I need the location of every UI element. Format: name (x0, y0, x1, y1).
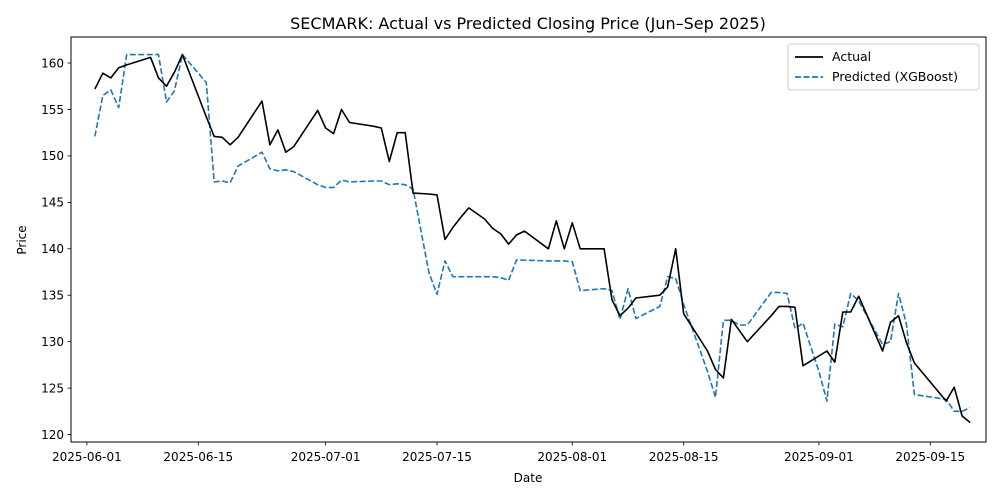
x-tick-label: 2025-09-15 (895, 450, 965, 464)
x-tick-label: 2025-06-15 (163, 450, 233, 464)
x-tick-label: 2025-07-15 (402, 450, 472, 464)
legend-actual-label: Actual (832, 49, 871, 64)
x-tick-label: 2025-08-15 (649, 450, 719, 464)
y-tick-label: 160 (41, 56, 64, 70)
x-tick-label: 2025-08-01 (537, 450, 607, 464)
legend: Actual Predicted (XGBoost) (787, 43, 980, 91)
y-tick-label: 135 (41, 289, 64, 303)
plot-series (94, 53, 971, 424)
actual-series-line (94, 53, 971, 424)
legend-box (787, 43, 980, 91)
y-tick-label: 150 (41, 149, 64, 163)
x-axis-ticks: 2025-06-01 2025-06-15 2025-07-01 2025-07-15… (52, 442, 965, 464)
x-axis-label: Date (514, 471, 543, 485)
y-axis-label: Price (15, 225, 29, 254)
y-tick-label: 125 (41, 381, 64, 395)
y-tick-label: 130 (41, 335, 64, 349)
y-tick-label: 140 (41, 242, 64, 256)
x-tick-label: 2025-07-01 (291, 450, 361, 464)
legend-predicted-label: Predicted (XGBoost) (832, 69, 958, 84)
predicted-series-line (94, 53, 971, 413)
y-tick-label: 155 (41, 103, 64, 117)
plot-frame (70, 36, 987, 443)
y-tick-label: 120 (41, 428, 64, 442)
x-tick-label: 2025-06-01 (52, 450, 122, 464)
x-tick-label: 2025-09-01 (784, 450, 854, 464)
y-axis-ticks: 120 125 130 135 140 145 150 155 160 (41, 56, 71, 442)
chart-title: SECMARK: Actual vs Predicted Closing Pri… (290, 14, 766, 33)
y-tick-label: 145 (41, 196, 64, 210)
